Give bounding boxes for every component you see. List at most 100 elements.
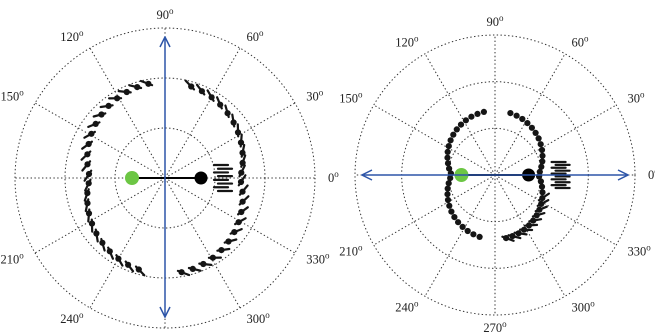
data-marker	[444, 185, 451, 192]
left-particles	[125, 171, 208, 185]
error-tick	[231, 113, 236, 128]
angle-label-60: 60o	[247, 28, 265, 44]
error-tick	[216, 247, 231, 252]
data-marker	[519, 115, 526, 123]
angle-degree-mark: o	[79, 310, 84, 320]
angle-label-30: 30o	[306, 88, 324, 104]
error-tick	[83, 169, 93, 182]
data-marker	[459, 223, 466, 230]
angle-degrees: 150	[1, 90, 20, 104]
error-tick	[534, 205, 548, 213]
error-tick	[92, 112, 107, 118]
angle-degree-mark: o	[19, 88, 24, 98]
angle-degrees: 300	[247, 312, 266, 326]
angle-degrees: 150	[339, 92, 358, 106]
angle-degrees: 60	[247, 30, 260, 44]
angle-degree-mark: o	[590, 299, 595, 309]
angle-degrees: 60	[572, 36, 585, 50]
data-marker	[537, 178, 545, 185]
angle-label-90: 90o	[487, 13, 505, 29]
angle-label-300: 300o	[572, 299, 596, 315]
error-tick	[184, 79, 196, 91]
error-tick	[81, 160, 92, 172]
grid-ring	[354, 34, 636, 316]
data-marker	[539, 158, 546, 165]
error-tick	[115, 254, 124, 267]
grid-spoke	[373, 174, 496, 246]
angle-degree-mark: o	[640, 90, 645, 100]
error-tick	[100, 237, 106, 252]
grid-spoke	[424, 174, 496, 297]
grid-spoke	[373, 104, 496, 176]
angle-label-150: 150o	[339, 90, 363, 106]
error-tick	[206, 89, 215, 102]
data-marker	[444, 154, 451, 161]
error-tick	[536, 199, 550, 207]
data-marker	[445, 143, 452, 150]
error-tick	[83, 188, 90, 202]
data-marker	[444, 191, 451, 198]
data-marker	[446, 202, 453, 209]
angle-label-330: 330o	[306, 251, 330, 267]
error-tick	[81, 140, 94, 150]
data-marker	[444, 196, 452, 204]
grid-spoke	[494, 174, 617, 246]
error-tick	[124, 260, 135, 273]
error-tick	[234, 217, 247, 226]
error-tick	[501, 235, 515, 242]
error-tick	[238, 184, 249, 196]
error-tick	[139, 79, 154, 87]
angle-label-210: 210o	[1, 251, 25, 267]
data-marker	[538, 183, 546, 190]
angle-degrees: 90	[487, 15, 500, 29]
angle-degree-mark: o	[79, 28, 84, 38]
angle-degree-mark: o	[358, 90, 363, 100]
angle-degrees: 210	[339, 245, 358, 259]
angle-degrees: 120	[60, 30, 79, 44]
error-tick	[237, 206, 249, 216]
error-tick	[224, 104, 230, 119]
data-marker	[462, 117, 469, 124]
error-tick	[176, 269, 191, 277]
error-tick	[238, 164, 246, 178]
error-tick	[237, 174, 247, 187]
angle-label-30: 30o	[628, 90, 646, 106]
data-marker	[470, 231, 477, 238]
error-tick	[187, 266, 202, 272]
angle-label-270: 270o	[153, 332, 177, 334]
data-marker	[537, 141, 544, 148]
data-marker	[538, 146, 546, 154]
angle-label-300: 300o	[247, 310, 271, 326]
left-data-markers	[80, 79, 250, 277]
angle-degrees: 240	[395, 301, 414, 315]
error-tick	[84, 178, 92, 192]
green-particle	[125, 171, 139, 185]
data-marker	[448, 208, 455, 215]
error-tick	[528, 218, 543, 223]
data-marker	[447, 175, 454, 182]
angle-degrees: 300	[572, 301, 591, 315]
grid-ring	[14, 27, 316, 329]
angle-degree-mark: o	[502, 319, 507, 329]
data-marker	[532, 129, 539, 136]
data-marker	[536, 168, 543, 175]
angle-label-150: 150o	[1, 88, 25, 104]
data-marker	[539, 189, 546, 196]
data-marker	[480, 108, 487, 115]
data-marker	[476, 233, 483, 240]
error-tick	[240, 154, 247, 168]
error-tick	[507, 234, 522, 240]
error-tick	[239, 133, 243, 148]
grid-spoke	[494, 104, 617, 176]
angle-label-210: 210o	[339, 243, 363, 259]
right-polar-plot: 0o30o60o90o120o150o210o240o270o300o330o	[339, 13, 655, 334]
angle-degree-mark: o	[265, 310, 270, 320]
error-tick	[87, 121, 101, 129]
grid-spoke	[494, 53, 566, 176]
error-tick	[80, 150, 92, 161]
right-angle-labels: 0o30o60o90o120o150o210o240o270o300o330o	[339, 13, 655, 334]
angle-degrees: 330	[628, 245, 647, 259]
angle-label-330: 330o	[628, 243, 652, 259]
angle-degree-mark: o	[334, 169, 339, 179]
data-marker	[539, 152, 546, 159]
